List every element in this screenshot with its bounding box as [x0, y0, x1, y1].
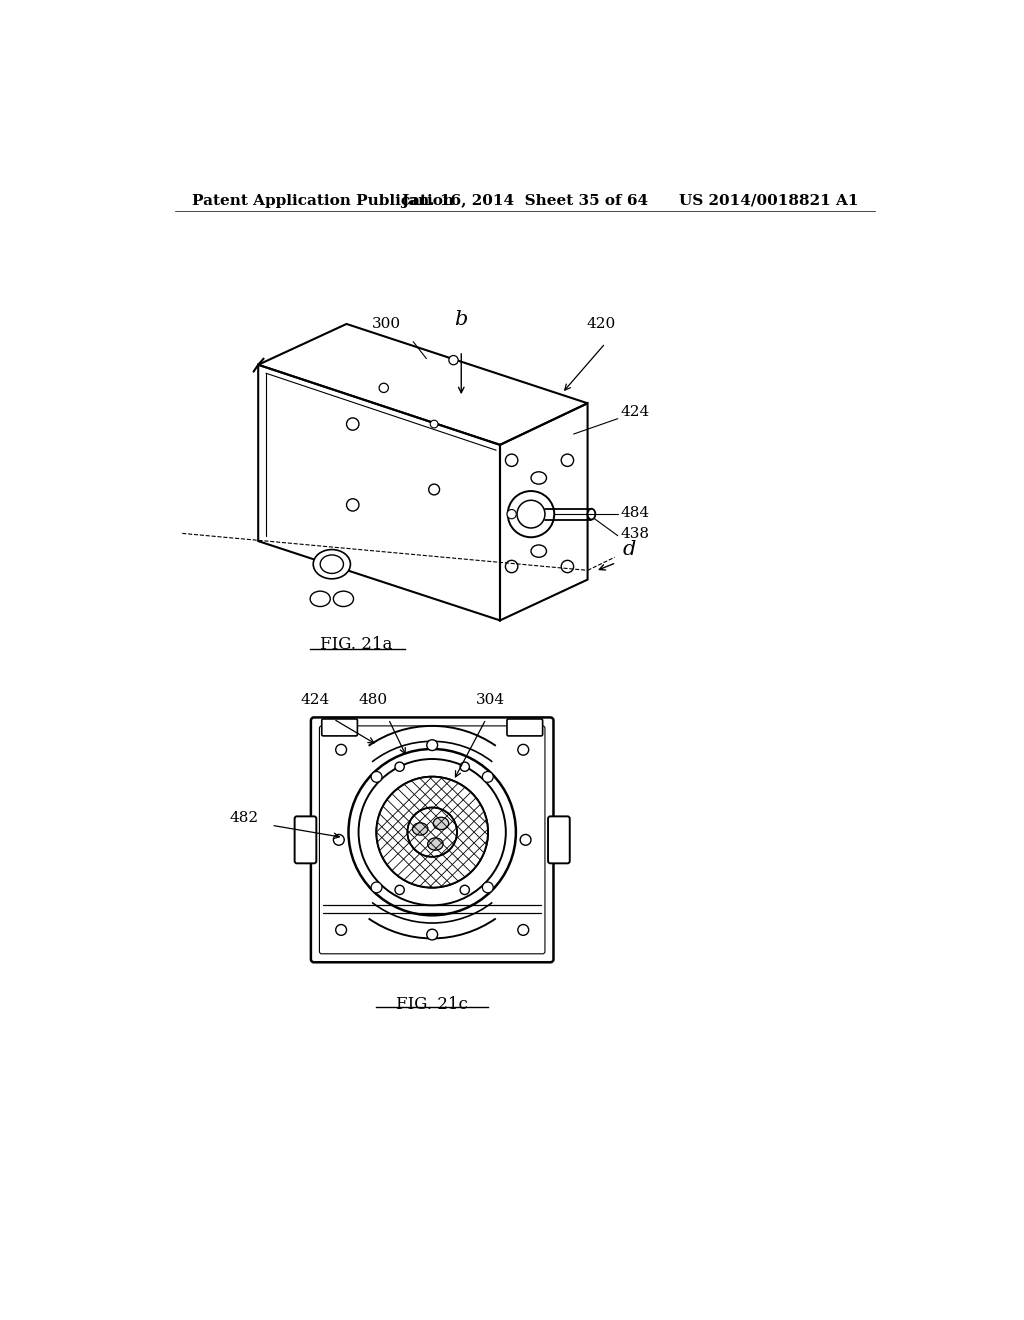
- Circle shape: [482, 882, 494, 892]
- Ellipse shape: [334, 591, 353, 607]
- Ellipse shape: [313, 549, 350, 579]
- Text: 420: 420: [587, 317, 616, 331]
- Circle shape: [506, 560, 518, 573]
- FancyBboxPatch shape: [548, 816, 569, 863]
- Circle shape: [336, 924, 346, 936]
- Text: Patent Application Publication: Patent Application Publication: [191, 194, 454, 207]
- Ellipse shape: [428, 838, 443, 850]
- Circle shape: [358, 759, 506, 906]
- Circle shape: [508, 491, 554, 537]
- Ellipse shape: [531, 545, 547, 557]
- Circle shape: [518, 924, 528, 936]
- Circle shape: [336, 744, 346, 755]
- Circle shape: [334, 834, 344, 845]
- Circle shape: [427, 739, 437, 751]
- Text: Jan. 16, 2014  Sheet 35 of 64: Jan. 16, 2014 Sheet 35 of 64: [401, 194, 648, 207]
- Text: 484: 484: [621, 506, 650, 520]
- Circle shape: [429, 484, 439, 495]
- FancyBboxPatch shape: [295, 816, 316, 863]
- Circle shape: [379, 383, 388, 392]
- Circle shape: [518, 744, 528, 755]
- Text: FIG. 21c: FIG. 21c: [396, 997, 468, 1014]
- Circle shape: [346, 499, 359, 511]
- FancyBboxPatch shape: [507, 719, 543, 737]
- Text: 424: 424: [301, 693, 330, 706]
- Text: b: b: [455, 310, 468, 330]
- Circle shape: [395, 886, 404, 895]
- Circle shape: [348, 748, 516, 915]
- Text: 438: 438: [621, 527, 650, 541]
- Circle shape: [427, 929, 437, 940]
- Circle shape: [482, 771, 494, 783]
- Circle shape: [395, 762, 404, 771]
- Circle shape: [449, 355, 458, 364]
- Text: 482: 482: [229, 810, 258, 825]
- Circle shape: [408, 808, 457, 857]
- Circle shape: [377, 776, 488, 887]
- Ellipse shape: [321, 554, 343, 573]
- Circle shape: [561, 454, 573, 466]
- Text: d: d: [623, 540, 636, 560]
- Circle shape: [520, 834, 531, 845]
- Ellipse shape: [310, 591, 331, 607]
- Circle shape: [346, 418, 359, 430]
- Ellipse shape: [588, 508, 595, 520]
- Text: FIG. 21a: FIG. 21a: [321, 636, 393, 653]
- Ellipse shape: [531, 471, 547, 484]
- Circle shape: [408, 808, 457, 857]
- FancyBboxPatch shape: [311, 718, 554, 962]
- Circle shape: [460, 762, 469, 771]
- Circle shape: [517, 500, 545, 528]
- FancyBboxPatch shape: [322, 719, 357, 737]
- Circle shape: [507, 510, 516, 519]
- Text: 480: 480: [358, 693, 387, 706]
- Circle shape: [506, 454, 518, 466]
- Text: 424: 424: [621, 405, 650, 420]
- Circle shape: [535, 511, 543, 517]
- Text: US 2014/0018821 A1: US 2014/0018821 A1: [679, 194, 858, 207]
- Text: 300: 300: [372, 317, 400, 331]
- Circle shape: [460, 886, 469, 895]
- Circle shape: [371, 882, 382, 892]
- Circle shape: [430, 420, 438, 428]
- Circle shape: [561, 560, 573, 573]
- Ellipse shape: [433, 817, 449, 829]
- Ellipse shape: [413, 822, 428, 836]
- Circle shape: [371, 771, 382, 783]
- Text: 304: 304: [476, 693, 505, 706]
- Circle shape: [377, 776, 488, 887]
